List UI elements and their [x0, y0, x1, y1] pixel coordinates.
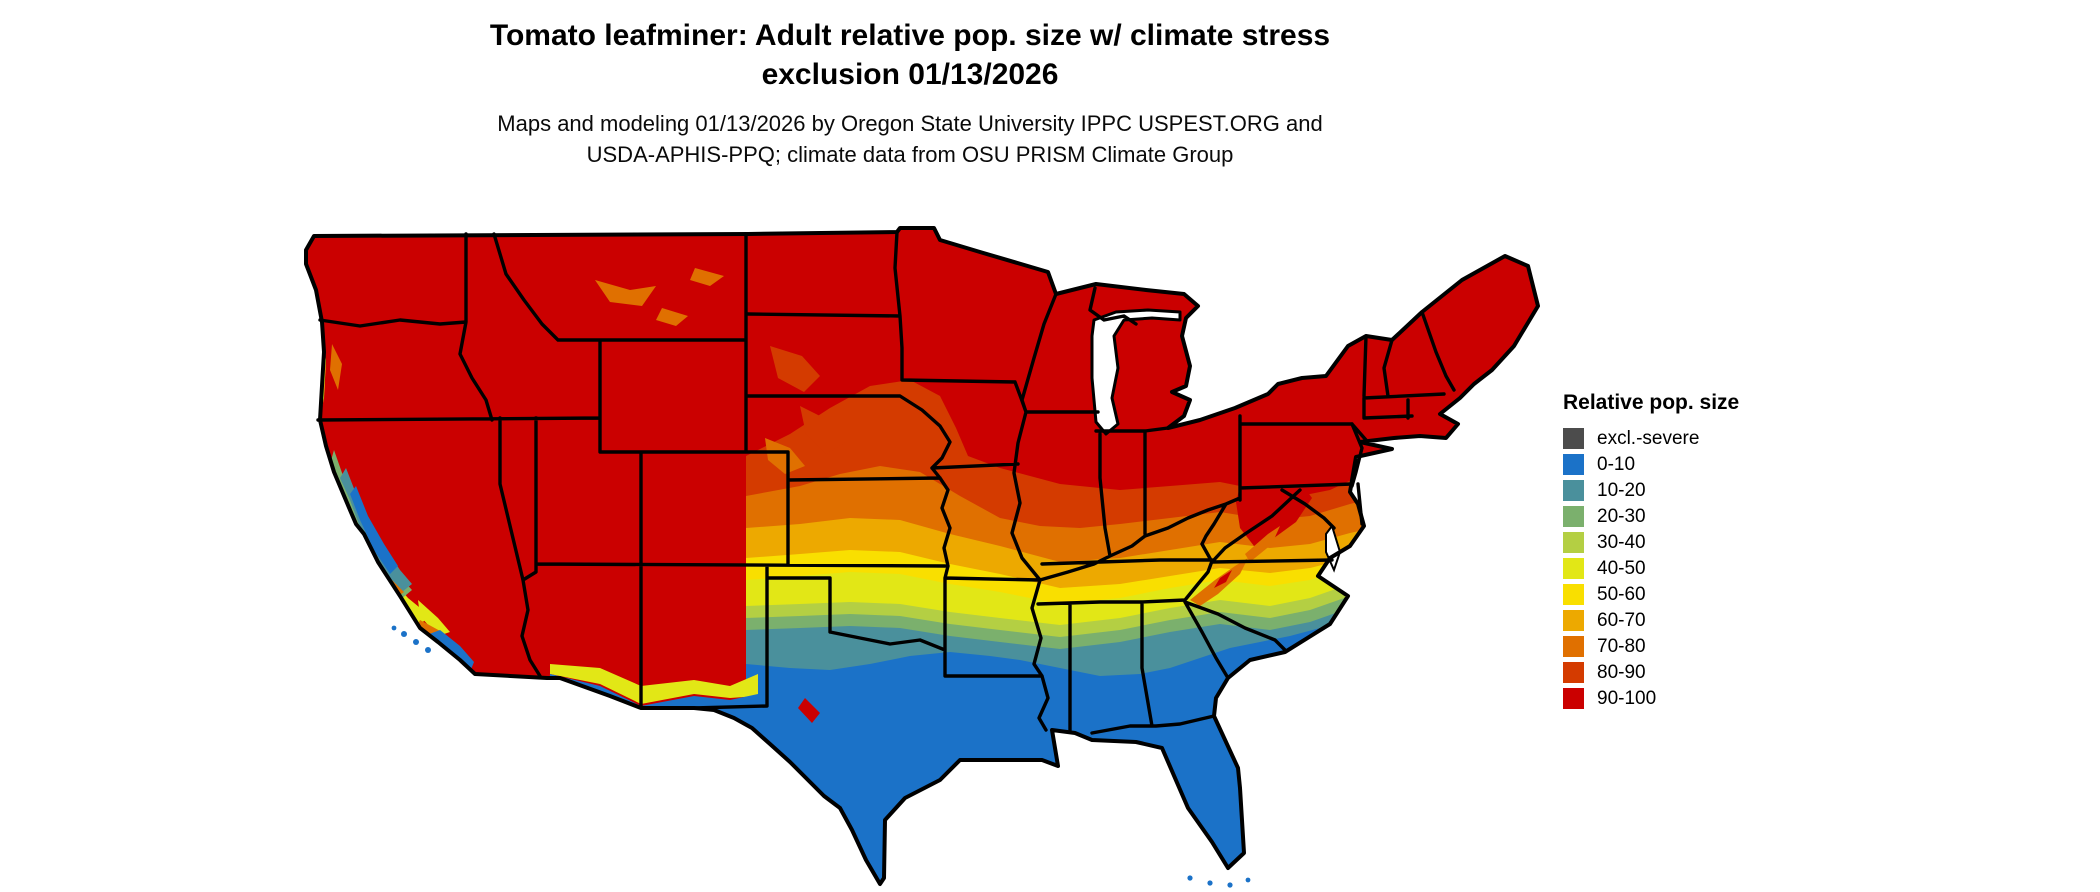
legend-label: 60-70: [1597, 609, 1646, 631]
legend: Relative pop. size excl.-severe 0-10 10-…: [1563, 391, 1823, 709]
legend-label: 0-10: [1597, 453, 1636, 475]
legend-row: 10-20: [1563, 480, 1823, 501]
map-canvas: [304, 226, 1540, 888]
channel-island-dot: [413, 639, 419, 645]
legend-swatch-20-30: [1563, 506, 1584, 527]
legend-row: excl.-severe: [1563, 428, 1823, 449]
page-title-line1: Tomato leafminer: Adult relative pop. si…: [489, 19, 1331, 52]
legend-row: 30-40: [1563, 532, 1823, 553]
legend-row: 40-50: [1563, 558, 1823, 579]
legend-items: excl.-severe 0-10 10-20 20-30 30-40 40-5…: [1563, 428, 1823, 709]
plains-patch-3: [765, 438, 805, 474]
montana-patch-1: [595, 280, 656, 306]
legend-row: 0-10: [1563, 454, 1823, 475]
va-ridge-streak: [1245, 526, 1280, 562]
florida-keys-dot: [1207, 880, 1213, 886]
legend-label: 10-20: [1597, 479, 1646, 501]
title-block: Tomato leafminer: Adult relative pop. si…: [0, 16, 1820, 170]
legend-label: 50-60: [1597, 583, 1646, 605]
florida-keys-dot: [1227, 882, 1233, 888]
legend-swatch-70-80: [1563, 636, 1584, 657]
ca-valley-blue: [350, 486, 398, 574]
us-choropleth-map: [304, 226, 1540, 888]
legend-swatch-40-50: [1563, 558, 1584, 579]
legend-row: 70-80: [1563, 636, 1823, 657]
legend-label: 70-80: [1597, 635, 1646, 657]
nc-mountain-red-bit: [1214, 570, 1232, 588]
legend-label: 20-30: [1597, 505, 1646, 527]
page-title-line2: exclusion 01/13/2026: [761, 58, 1059, 91]
lake-michigan: [1090, 308, 1182, 436]
oregon-valley-dab: [330, 344, 342, 390]
florida-keys-dot: [1187, 875, 1193, 881]
legend-label: 90-100: [1597, 687, 1657, 709]
legend-row: 20-30: [1563, 506, 1823, 527]
legend-swatch-0-10: [1563, 454, 1584, 475]
national-outline: [304, 226, 1540, 886]
legend-row: 90-100: [1563, 688, 1823, 709]
florida-keys-dot: [1245, 877, 1251, 883]
channel-island-dot: [391, 625, 397, 631]
subtitle-line2: USDA-APHIS-PPQ; climate data from OSU PR…: [586, 142, 1234, 167]
sw-yellow-fringe: [550, 664, 758, 704]
legend-label: 80-90: [1597, 661, 1646, 683]
legend-swatch-50-60: [1563, 584, 1584, 605]
legend-swatch-60-70: [1563, 610, 1584, 631]
legend-row: 60-70: [1563, 610, 1823, 631]
legend-row: 50-60: [1563, 584, 1823, 605]
legend-swatch-30-40: [1563, 532, 1584, 553]
legend-row: 80-90: [1563, 662, 1823, 683]
plains-patch-1: [770, 346, 820, 392]
legend-label: 30-40: [1597, 531, 1646, 553]
legend-swatch-10-20: [1563, 480, 1584, 501]
legend-swatch-80-90: [1563, 662, 1584, 683]
legend-title: Relative pop. size: [1563, 391, 1740, 414]
montana-patch-2: [656, 308, 688, 326]
state-borders: [316, 230, 1456, 735]
ca-yellow-arm: [418, 600, 450, 636]
legend-label: 40-50: [1597, 557, 1646, 579]
legend-swatch-90-100: [1563, 688, 1584, 709]
legend-swatch-excl-severe: [1563, 428, 1584, 449]
montana-patch-3: [690, 268, 724, 286]
channel-island-dot: [401, 631, 407, 637]
legend-label: excl.-severe: [1597, 427, 1700, 449]
plains-patch-2: [800, 406, 846, 454]
wtx-red-dab: [798, 698, 820, 723]
channel-island-dot: [425, 647, 431, 653]
subtitle-line1: Maps and modeling 01/13/2026 by Oregon S…: [497, 111, 1323, 136]
